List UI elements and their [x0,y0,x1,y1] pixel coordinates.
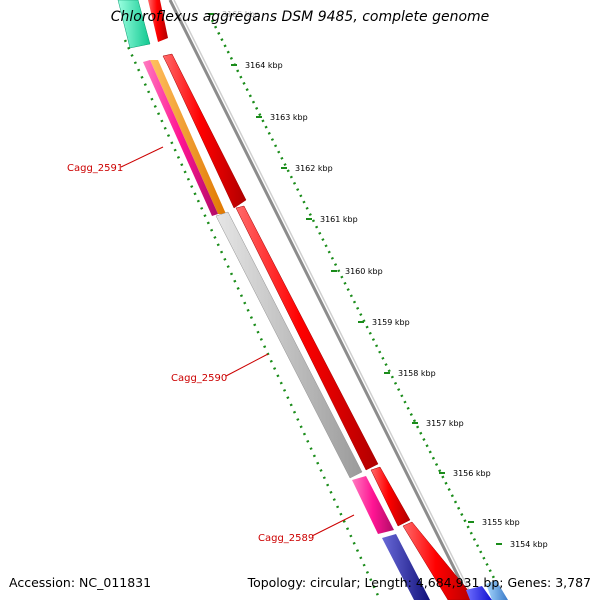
scale-arc [210,19,507,600]
cds-forward-2 [235,205,379,471]
topology-value: circular; [310,575,361,590]
scale-tick-label: 3155 kbp [482,518,520,527]
cds-forward-3 [370,466,411,527]
scale-tick-label: 3156 kbp [453,469,491,478]
genome-title: Chloroflexus aggregans DSM 9485, complet… [110,9,490,25]
feature-navy [382,534,430,600]
feature-red-top [148,0,168,42]
backbone-line [168,0,475,600]
scale-tick-label: 3163 kbp [270,113,308,122]
gene-labels: Cagg_2591 Cagg_2590 Cagg_2589 [67,163,314,544]
length-value: 4,684,931 bp; [415,575,504,590]
genes-value: 3,787 [555,575,591,590]
topology-label: Topology: [247,575,307,590]
length-label: Length: [364,575,412,590]
feature-sky-bottom [486,580,508,600]
scale-tick-label: 3154 kbp [510,540,548,549]
cds-forward-4 [402,521,477,600]
scale-tick-label: 3162 kbp [295,164,333,173]
feature-orange [150,60,226,214]
leader-lines [120,146,355,537]
cds-forward-1 [162,53,247,209]
scale-tick-label: 3157 kbp [426,419,464,428]
genome-stats: Topology: circular; Length: 4,684,931 bp… [248,575,591,590]
scale-tick-label: 3158 kbp [398,369,436,378]
genes-label: Genes: [507,575,552,590]
accession-info: Accession: NC_011831 [9,575,151,590]
scale-tick-label: 3160 kbp [345,267,383,276]
accession-value: NC_011831 [79,575,152,590]
scale-tick-label: 3165 kbp [222,10,260,19]
gene-label[interactable]: Cagg_2591 [67,163,123,174]
gene-label[interactable]: Cagg_2589 [258,533,314,544]
feature-blue-bottom [466,586,492,600]
scale-tick-label: 3164 kbp [245,61,283,70]
scale-ticks: 3165 kbp 3164 kbp 3163 kbp 3162 kbp 3161 kbp… [208,10,548,549]
feature-teal-top [117,0,151,49]
scale-tick-label: 3159 kbp [372,318,410,327]
gene-label[interactable]: Cagg_2590 [171,373,227,384]
cds-reverse-pink-2589 [352,476,394,534]
scale-tick-label: 3161 kbp [320,215,358,224]
cds-reverse-gray-2590 [215,211,363,479]
inner-scale-arc [123,39,382,600]
accession-label: Accession: [9,575,76,590]
cds-reverse-pink-2591 [143,60,218,216]
